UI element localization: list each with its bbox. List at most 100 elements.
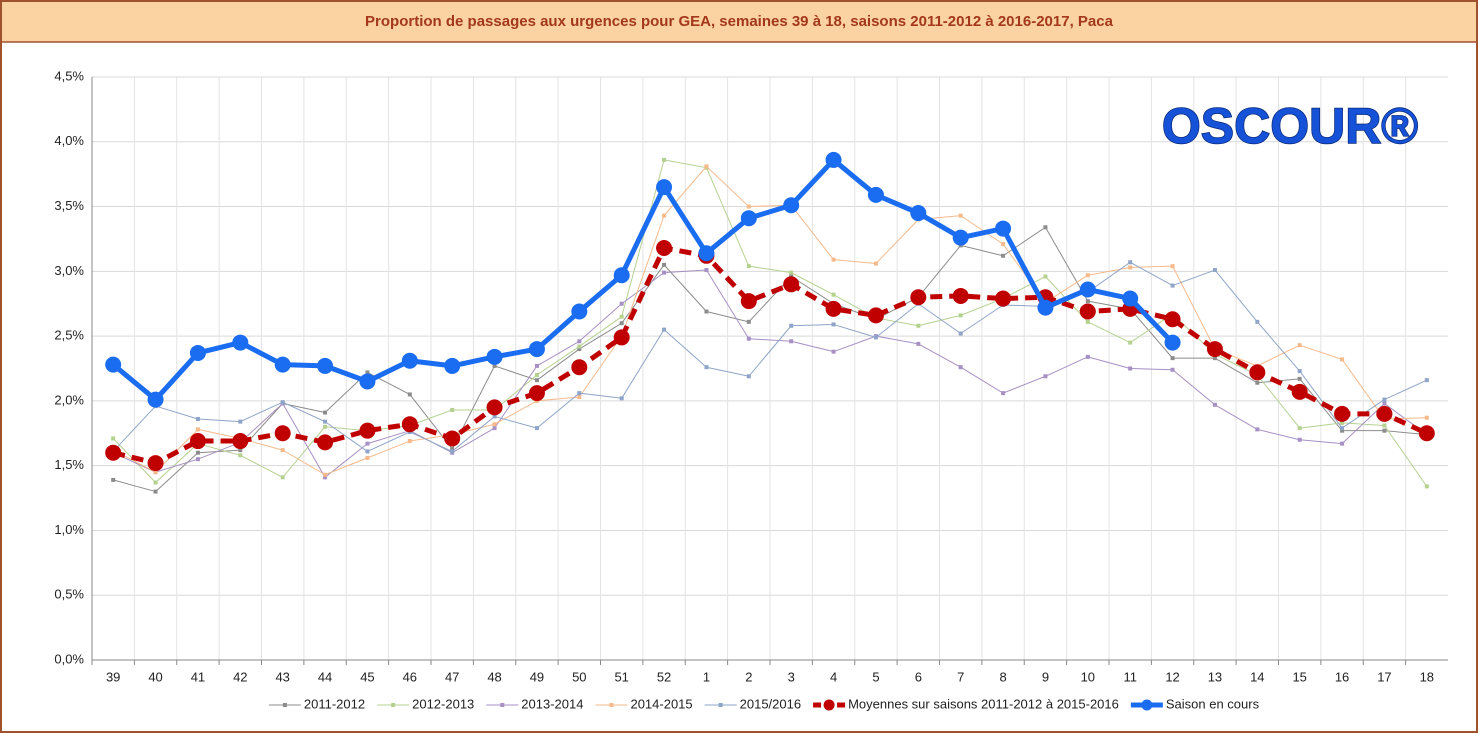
legend-label: Saison en cours <box>1166 696 1260 711</box>
point <box>867 307 884 324</box>
point <box>619 314 624 319</box>
point <box>274 425 291 442</box>
point <box>704 365 709 370</box>
legend-marker <box>282 703 287 707</box>
legend-item: Moyennes sur saisons 2011-2012 à 2015-20… <box>813 696 1119 711</box>
point <box>1424 484 1429 489</box>
point <box>1164 311 1181 328</box>
x-tick-label: 16 <box>1335 669 1349 684</box>
x-tick-label: 48 <box>487 669 501 684</box>
point <box>1001 242 1006 247</box>
y-tick-label: 1,0% <box>54 522 84 537</box>
x-tick-label: 12 <box>1165 669 1179 684</box>
point <box>1043 225 1048 230</box>
point <box>492 363 497 368</box>
point <box>323 472 328 477</box>
point <box>958 313 963 318</box>
point <box>486 399 503 416</box>
point <box>450 446 455 451</box>
point <box>1212 402 1217 407</box>
point <box>365 370 370 375</box>
point <box>1249 364 1266 381</box>
point <box>577 339 582 344</box>
x-tick-label: 39 <box>106 669 120 684</box>
point <box>407 392 412 397</box>
point <box>1170 283 1175 288</box>
point <box>195 457 200 462</box>
point <box>740 293 757 310</box>
point <box>111 477 116 482</box>
point <box>1043 274 1048 279</box>
x-tick-label: 51 <box>614 669 628 684</box>
point <box>656 240 673 257</box>
point <box>147 391 164 408</box>
x-tick-label: 52 <box>657 669 671 684</box>
legend-marker <box>718 703 723 707</box>
point <box>571 359 588 376</box>
point <box>189 433 206 450</box>
x-tick-label: 9 <box>1042 669 1049 684</box>
logo: OSCOUR® <box>1162 98 1418 154</box>
point <box>1291 383 1308 400</box>
point <box>1382 401 1387 406</box>
legend-label: Moyennes sur saisons 2011-2012 à 2015-20… <box>848 696 1119 711</box>
point <box>577 395 582 400</box>
point <box>528 385 545 402</box>
point <box>1122 290 1139 307</box>
point <box>280 448 285 453</box>
point <box>746 319 751 324</box>
point <box>662 262 667 267</box>
point <box>534 426 539 431</box>
point <box>1297 343 1302 348</box>
point <box>1001 391 1006 396</box>
point <box>577 344 582 349</box>
x-tick-label: 42 <box>233 669 247 684</box>
point <box>916 341 921 346</box>
x-tick-label: 2 <box>745 669 752 684</box>
point <box>359 373 376 390</box>
point <box>1037 299 1054 316</box>
point <box>444 430 461 447</box>
point <box>698 245 715 262</box>
legend-item: 2014-2015 <box>595 696 693 711</box>
point <box>450 449 455 454</box>
point <box>1340 428 1345 433</box>
point <box>619 301 624 306</box>
point <box>1170 356 1175 361</box>
point <box>401 416 418 433</box>
point <box>1297 426 1302 431</box>
legend-marker <box>823 699 835 711</box>
legend-label: 2014-2015 <box>630 696 692 711</box>
legend-marker <box>609 703 614 707</box>
point <box>323 424 328 429</box>
plot <box>105 151 1435 494</box>
point <box>952 287 969 304</box>
point <box>1340 420 1345 425</box>
point <box>910 289 927 306</box>
point <box>365 449 370 454</box>
point <box>662 157 667 162</box>
x-tick-label: 8 <box>999 669 1006 684</box>
point <box>1255 427 1260 432</box>
point <box>1079 303 1096 320</box>
point <box>1128 260 1133 265</box>
x-tick-label: 15 <box>1292 669 1306 684</box>
x-tick-label: 49 <box>530 669 544 684</box>
point <box>238 453 243 458</box>
point <box>492 426 497 431</box>
point <box>492 422 497 427</box>
point <box>916 323 921 328</box>
point <box>1085 354 1090 359</box>
legend-item: 2012-2013 <box>377 696 474 711</box>
point <box>704 268 709 273</box>
point <box>825 151 842 168</box>
point <box>323 410 328 415</box>
point <box>1418 425 1435 442</box>
legend-item: 2013-2014 <box>486 696 583 711</box>
point <box>195 427 200 432</box>
point <box>1128 265 1133 270</box>
point <box>1212 268 1217 273</box>
point <box>1085 273 1090 278</box>
x-tick-label: 3 <box>788 669 795 684</box>
